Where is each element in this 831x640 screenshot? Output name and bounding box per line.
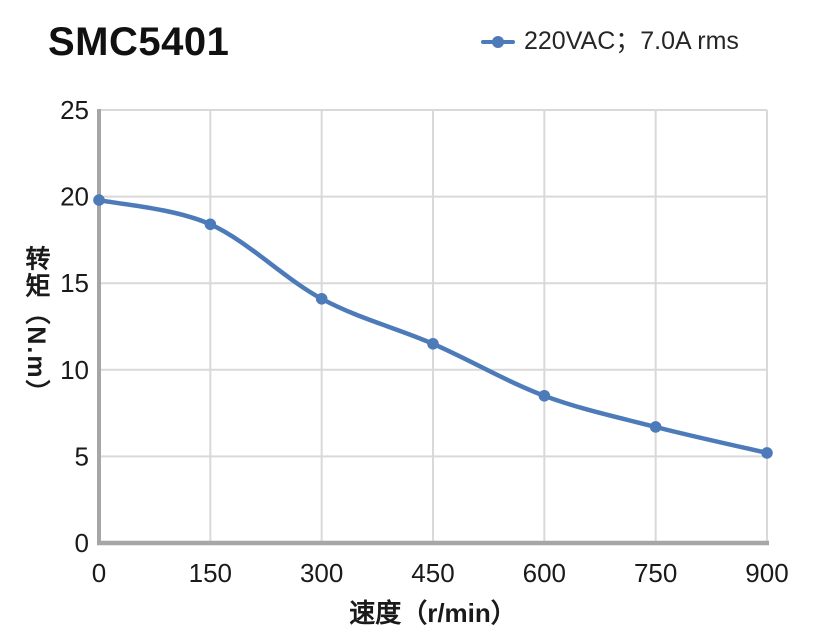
data-point-marker <box>204 218 217 231</box>
legend-line-dot-icon <box>481 35 515 49</box>
y-tick-label: 5 <box>75 441 89 471</box>
data-point-marker <box>427 338 439 350</box>
x-tick-label: 0 <box>92 558 106 588</box>
data-point-marker <box>538 389 551 402</box>
legend: 220VAC；7.0A rms <box>481 29 739 54</box>
y-tick-label: 0 <box>75 528 89 558</box>
y-tick-label: 25 <box>60 95 89 125</box>
y-tick-label: 15 <box>60 268 89 298</box>
y-tick-label: 20 <box>60 182 89 212</box>
legend-dot-swatch <box>492 35 504 48</box>
x-tick-label: 150 <box>189 558 232 588</box>
legend-label: 220VAC；7.0A rms <box>524 27 739 55</box>
data-point-marker <box>649 421 662 433</box>
data-point-marker <box>315 292 328 305</box>
x-tick-label: 750 <box>634 558 677 588</box>
x-tick-label: 300 <box>300 558 343 588</box>
x-tick-label: 450 <box>411 558 454 588</box>
x-tick-label: 600 <box>523 558 566 588</box>
y-axis-title: 转矩（N.m） <box>22 245 50 407</box>
data-point-marker <box>761 447 773 459</box>
chart-title: SMC5401 <box>48 20 230 64</box>
y-tick-label: 10 <box>60 355 89 385</box>
data-point-marker <box>93 194 105 206</box>
x-axis-title: 速度（r/min） <box>349 598 517 628</box>
x-tick-label: 900 <box>745 558 788 588</box>
